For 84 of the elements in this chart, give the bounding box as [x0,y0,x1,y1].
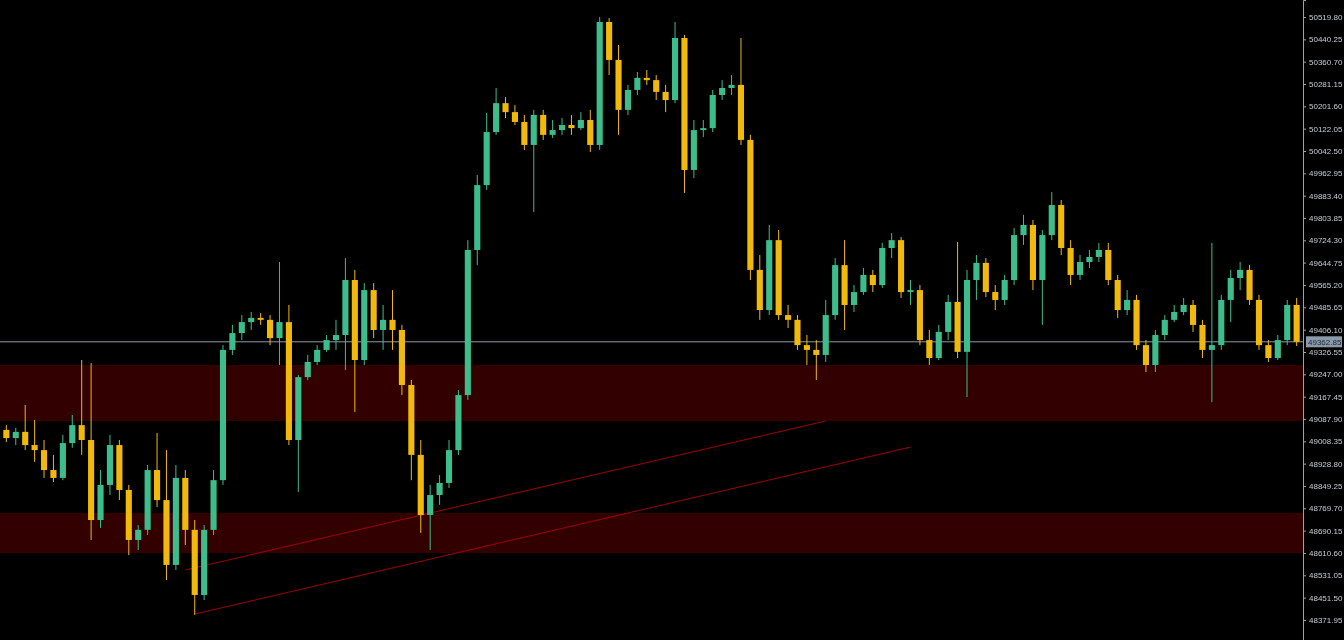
candlestick [314,344,321,366]
y-tick-label: 49644.75 [1309,258,1343,268]
candlestick [229,324,236,356]
candlestick [332,319,340,351]
candlestick [662,84,669,113]
candlestick [1161,314,1168,341]
candlestick [31,419,38,463]
y-tick-label: 49962.95 [1309,169,1343,179]
y-tick-label: 49008.35 [1309,437,1343,447]
candlestick [558,117,566,136]
candlestick [973,254,980,301]
y-tick-label: 48610.60 [1309,549,1343,559]
candlestick [577,111,584,131]
candlestick [728,74,735,96]
candlestick [238,314,245,341]
candlestick [869,269,876,293]
candlestick [1001,274,1008,306]
y-tick-label: 48690.15 [1309,526,1343,536]
y-tick-label: 49485.65 [1309,303,1343,313]
y-tick-label: 50440.25 [1309,35,1343,45]
candlestick [40,439,48,479]
y-tick-label: 49883.40 [1309,191,1343,201]
candlestick [860,267,867,296]
candlestick [1208,242,1215,403]
y-tick-label: 49406.10 [1309,325,1343,335]
candlestick [427,484,434,551]
y-tick-label: 49167.45 [1309,392,1343,402]
candlestick [624,84,632,116]
y-tick-label: 48928.80 [1309,459,1343,469]
candlestick [540,109,547,141]
y-tick-label: 48769.70 [1309,504,1343,514]
y-tick-label: 48849.25 [1309,482,1343,492]
candlestick [511,104,518,126]
y-tick-label: 49565.20 [1309,281,1343,291]
candlestick [803,334,810,366]
candlestick [1020,214,1027,246]
candlestick [50,454,57,483]
candlestick [785,304,792,329]
candlestick [78,359,85,456]
y-tick-label: 49326.55 [1309,348,1343,358]
candlestick [1142,339,1150,373]
y-tick-label: 49724.30 [1309,236,1343,246]
candlestick [1189,299,1197,333]
candlestick [1274,334,1281,361]
candlestick [1095,242,1102,263]
candlestick [719,79,726,101]
y-tick-label: 50519.80 [1309,13,1343,23]
y-tick-label: 48371.95 [1309,616,1343,626]
candlestick [1124,289,1131,316]
candlestick [926,329,933,366]
y-tick-label: 50201.60 [1309,102,1343,112]
candlestick [888,232,895,259]
candlestick [304,354,311,381]
candlestick [135,524,142,551]
y-tick-label: 49803.85 [1309,214,1343,224]
y-tick-label: 50281.15 [1309,80,1343,90]
candlestick [568,114,575,136]
candlestick [436,474,443,506]
candlestick [389,289,396,351]
y-tick-label: 48451.50 [1309,593,1343,603]
candlestick [380,304,387,351]
y-tick-label: 48531.05 [1309,571,1343,581]
candlestick [992,284,999,311]
y-tick-label: 50360.70 [1309,57,1343,67]
candlestick [267,314,274,346]
candlestick [1076,254,1084,281]
candlestick [653,74,660,101]
candlestick [813,339,820,381]
candlestick [1227,269,1234,323]
candlestick [521,114,528,151]
candlestick [1237,261,1244,291]
y-tick-label: 49087.90 [1309,415,1343,425]
candlestick [1265,339,1272,363]
ref-line-label: 49362.85 [1308,337,1342,347]
candlestick [69,414,76,449]
candlestick [22,404,29,451]
candlestick [907,279,914,306]
candlestick [634,71,641,96]
candlestick [850,284,858,313]
candlestick [502,96,509,119]
y-tick-label: 49247.00 [1309,370,1343,380]
y-tick-label: 50042.50 [1309,147,1343,157]
y-tick-label: 50122.05 [1309,124,1343,134]
candlestick [276,261,283,366]
